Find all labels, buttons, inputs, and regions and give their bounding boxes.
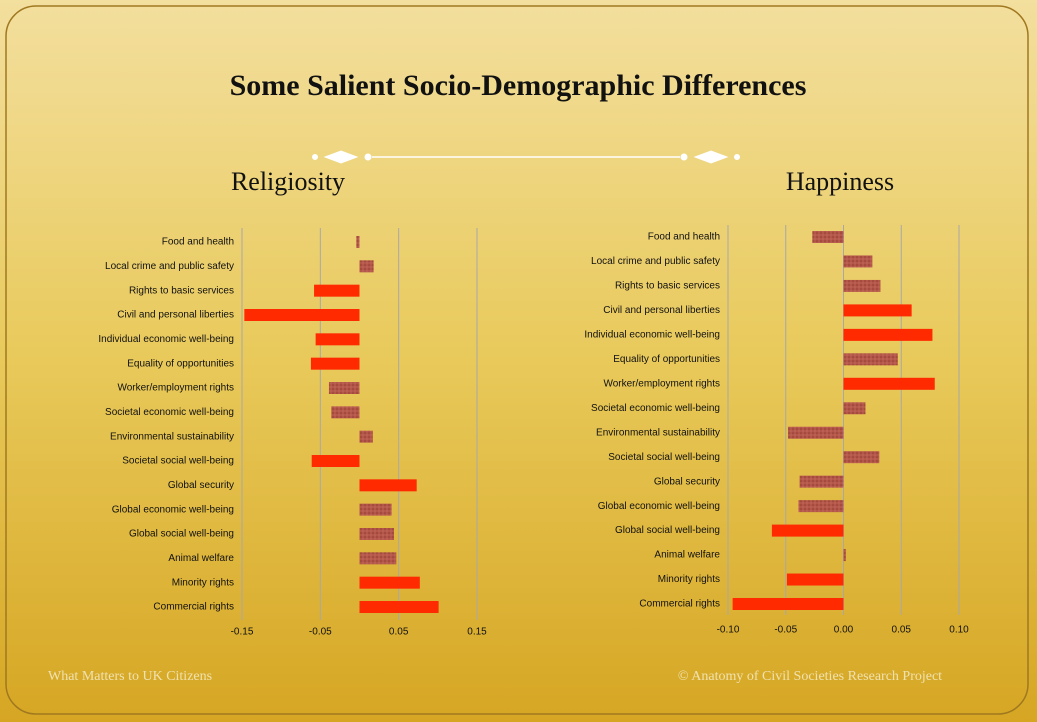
y-tick-label: Civil and personal liberties <box>603 305 720 316</box>
y-tick-label: Commercial rights <box>639 599 720 610</box>
y-tick-label: Local crime and public safety <box>591 256 720 267</box>
bar <box>359 552 397 565</box>
ornament <box>312 150 740 164</box>
bar <box>788 426 844 439</box>
x-tick-label: 0.00 <box>834 625 854 636</box>
bar <box>843 279 881 292</box>
slide-title: Some Salient Socio-Demographic Differenc… <box>230 69 807 102</box>
bar <box>843 304 912 317</box>
y-tick-label: Individual economic well-being <box>98 334 234 345</box>
bar <box>843 549 846 562</box>
footer-left: What Matters to UK Citizens <box>48 669 212 684</box>
chart-title: Religiosity <box>231 167 345 196</box>
x-tick-label: -0.10 <box>717 625 740 636</box>
y-tick-label: Food and health <box>162 237 234 248</box>
y-tick-label: Individual economic well-being <box>584 330 720 341</box>
y-tick-label: Animal welfare <box>654 550 720 561</box>
x-tick-label: -0.05 <box>309 627 332 638</box>
y-tick-label: Environmental sustainability <box>596 427 720 438</box>
bar <box>732 598 844 610</box>
bar <box>310 357 360 370</box>
bar <box>359 576 420 589</box>
chart-title: Happiness <box>786 167 894 196</box>
y-tick-label: Civil and personal liberties <box>117 310 234 321</box>
y-tick-label: Global social well-being <box>615 525 720 536</box>
bar <box>799 475 844 488</box>
bar <box>359 479 417 492</box>
y-tick-label: Commercial rights <box>153 602 234 613</box>
bar <box>356 236 360 248</box>
x-tick-label: -0.15 <box>231 627 254 638</box>
y-tick-label: Worker/employment rights <box>117 383 234 394</box>
y-tick-label: Food and health <box>648 232 720 243</box>
bar <box>843 377 935 390</box>
bar <box>359 260 374 273</box>
bar <box>843 402 866 415</box>
y-tick-label: Minority rights <box>658 574 720 585</box>
bar <box>359 601 439 613</box>
y-tick-label: Societal social well-being <box>122 456 234 467</box>
y-tick-label: Equality of opportunities <box>613 354 720 365</box>
x-tick-label: 0.05 <box>892 625 912 636</box>
y-tick-label: Rights to basic services <box>615 281 720 292</box>
bar <box>314 284 360 297</box>
bar <box>359 430 373 443</box>
y-tick-label: Local crime and public safety <box>105 261 234 272</box>
y-tick-label: Rights to basic services <box>129 285 234 296</box>
bar <box>771 524 844 537</box>
frame <box>5 5 1029 715</box>
bar <box>315 333 360 346</box>
bar <box>843 451 880 464</box>
bar <box>331 406 360 419</box>
bar <box>786 573 844 586</box>
bar <box>359 503 392 516</box>
y-tick-label: Global economic well-being <box>598 501 720 512</box>
y-tick-label: Global social well-being <box>129 529 234 540</box>
bar <box>843 353 898 366</box>
bar <box>328 382 360 394</box>
y-tick-label: Equality of opportunities <box>127 358 234 369</box>
y-tick-label: Global security <box>168 480 234 491</box>
bar <box>311 455 360 467</box>
footer-right: © Anatomy of Civil Societies Research Pr… <box>678 669 942 684</box>
x-tick-label: 0.05 <box>389 627 409 638</box>
y-tick-label: Societal social well-being <box>608 452 720 463</box>
bar <box>798 500 844 513</box>
y-tick-label: Global security <box>654 476 720 487</box>
y-tick-label: Animal welfare <box>168 553 234 564</box>
y-tick-label: Environmental sustainability <box>110 431 234 442</box>
x-tick-label: -0.05 <box>774 625 797 636</box>
bar <box>359 528 394 540</box>
y-tick-label: Global economic well-being <box>112 504 234 515</box>
x-tick-label: 0.15 <box>467 627 487 638</box>
y-tick-label: Minority rights <box>172 577 234 588</box>
y-tick-label: Worker/employment rights <box>603 378 720 389</box>
bar <box>843 255 873 268</box>
bar <box>843 328 933 341</box>
y-tick-label: Societal economic well-being <box>105 407 234 418</box>
bar <box>244 309 360 321</box>
bar <box>812 231 844 243</box>
x-tick-label: 0.10 <box>949 625 969 636</box>
y-tick-label: Societal economic well-being <box>591 403 720 414</box>
